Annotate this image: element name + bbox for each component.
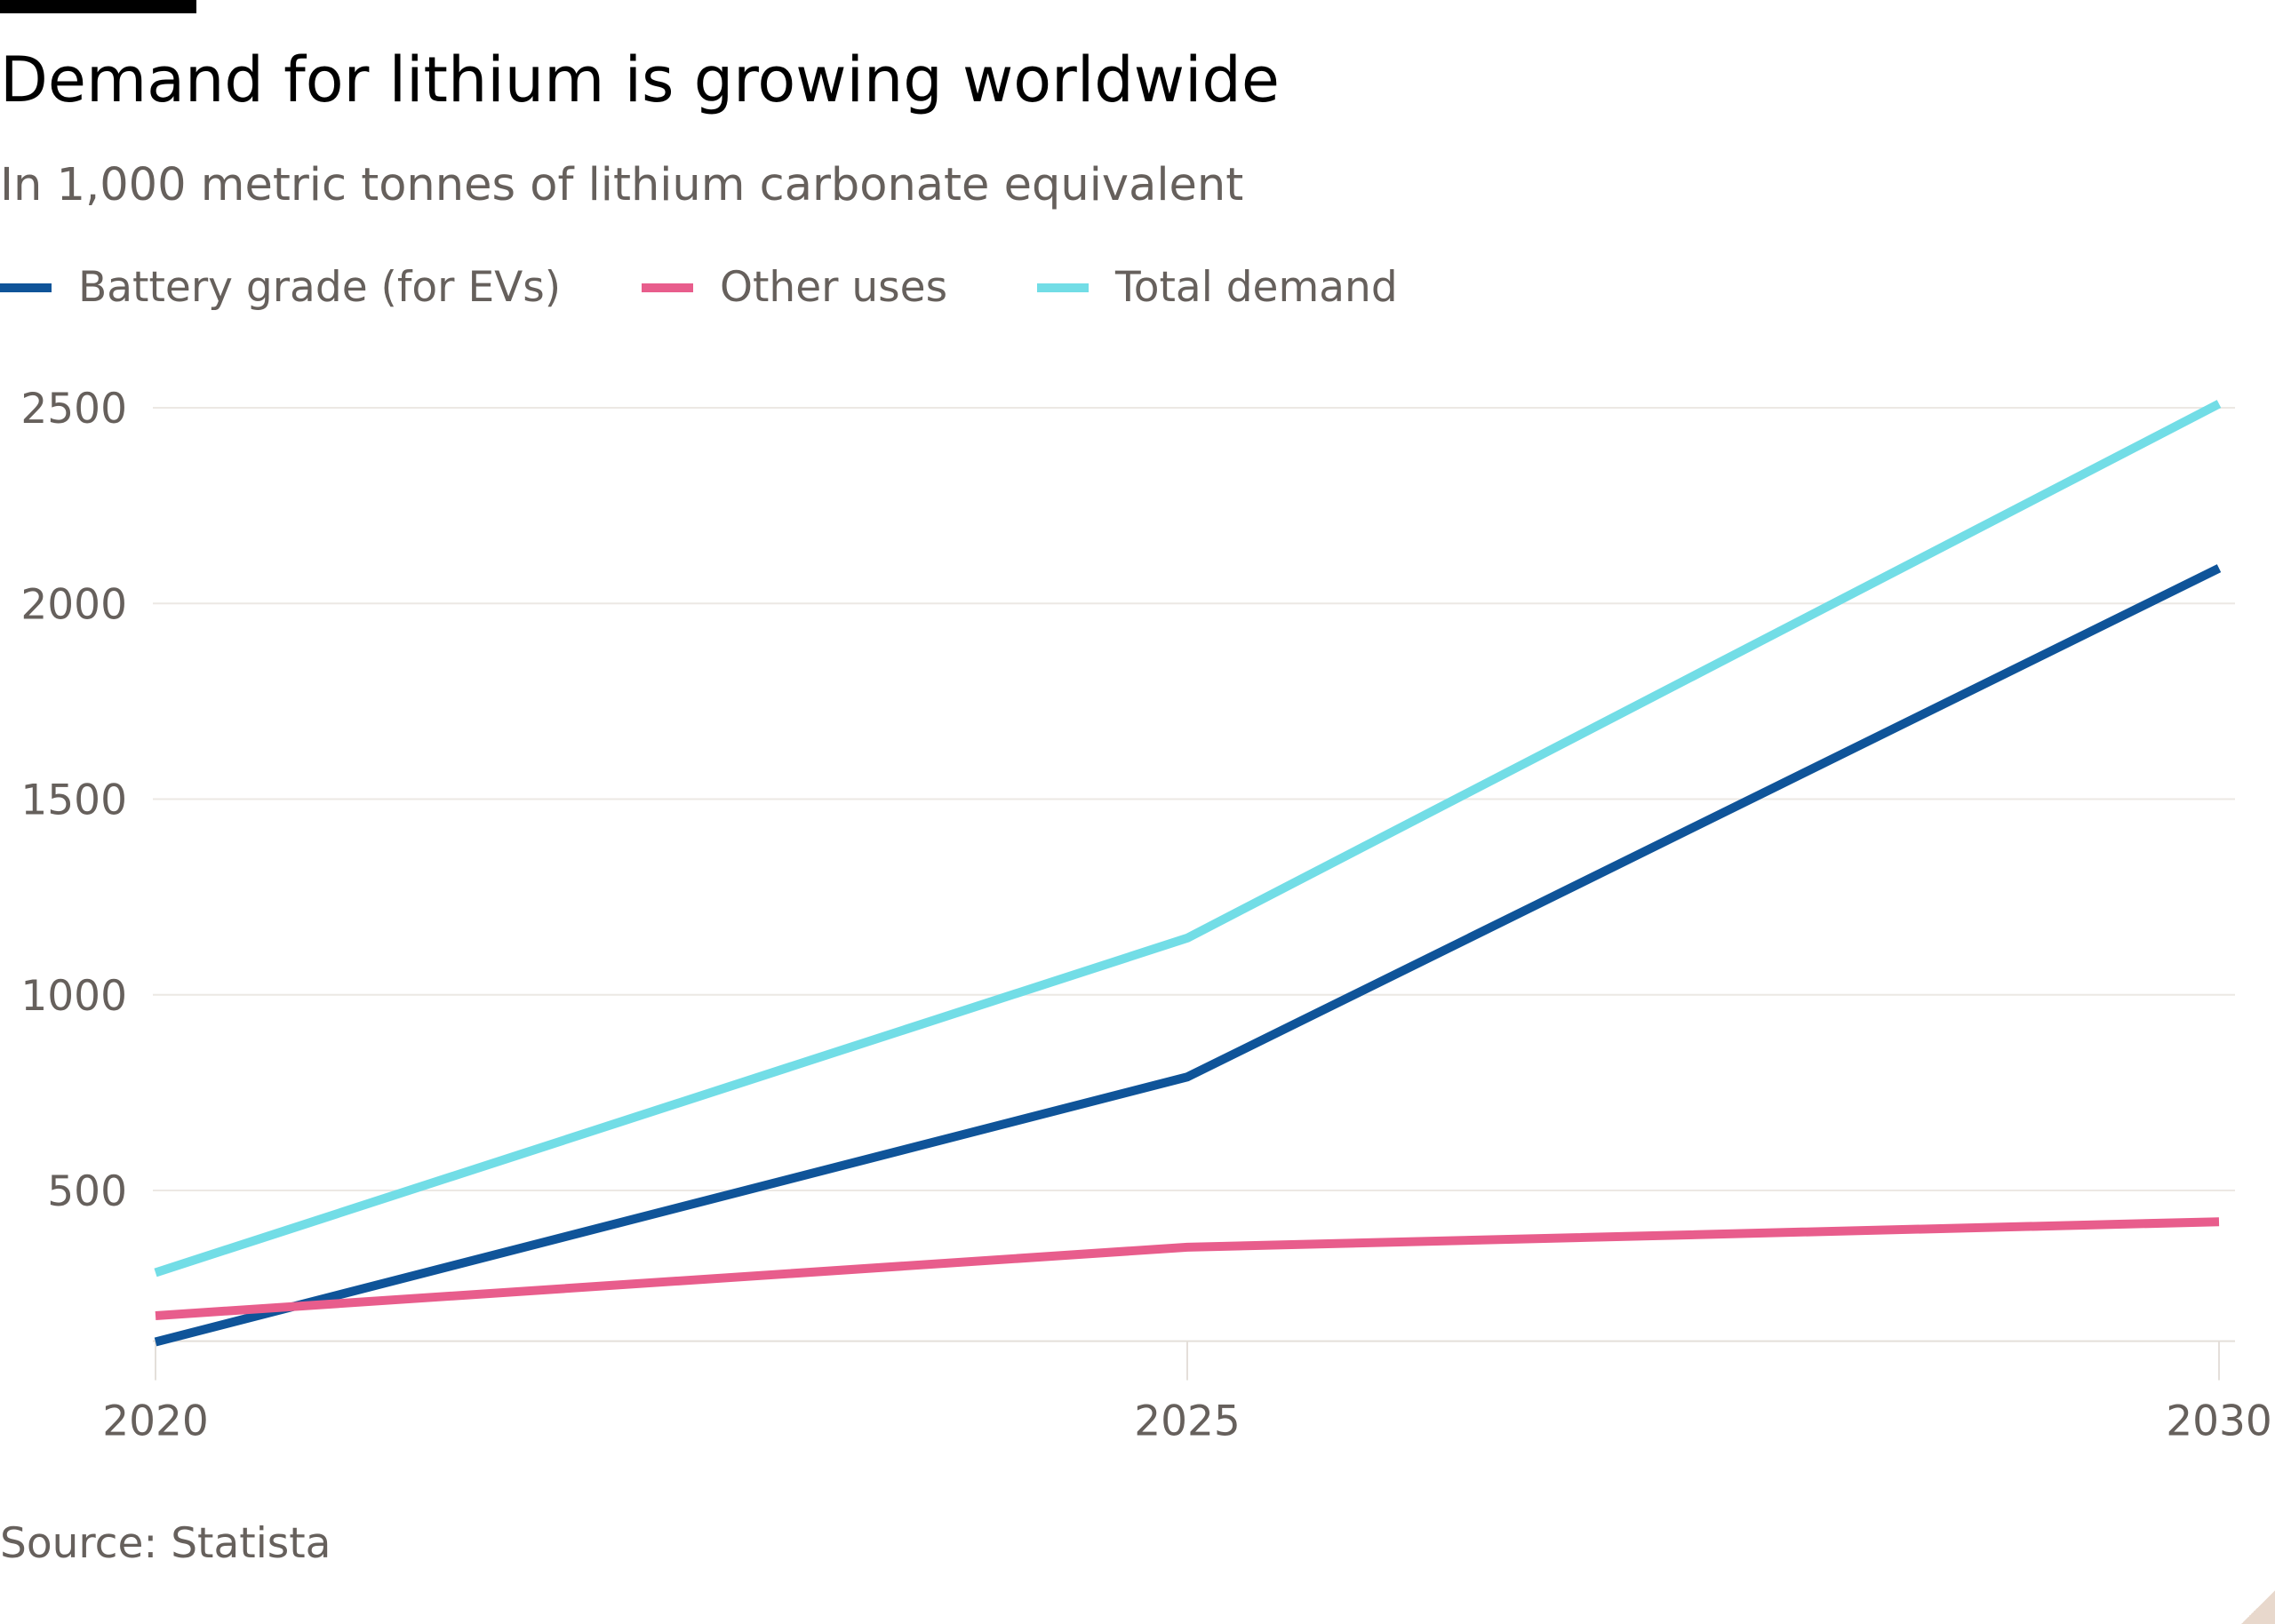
chart-plot-area: 500 1000 1500 2000 2500 2020 2025 2030	[20, 385, 2272, 1446]
corner-fold	[2241, 1590, 2275, 1624]
legend-swatch-battery-grade	[0, 283, 52, 292]
y-tick-label-2000: 2000	[20, 580, 127, 629]
chart-title: Demand for lithium is growing worldwide	[0, 44, 1280, 116]
chart-subtitle: In 1,000 metric tonnes of lithium carbon…	[0, 159, 1244, 211]
x-tick-label-2030: 2030	[2166, 1397, 2272, 1446]
legend-label-other-uses: Other uses	[720, 263, 948, 312]
y-tick-label-1000: 1000	[20, 972, 127, 1021]
x-tick-label-2025: 2025	[1134, 1397, 1241, 1446]
series-line-other-uses	[155, 1217, 2220, 1320]
x-tick-label-2020: 2020	[102, 1397, 209, 1446]
brand-top-bar	[0, 0, 196, 13]
legend-label-total-demand: Total demand	[1115, 263, 1398, 312]
legend-swatch-total-demand	[1037, 283, 1089, 292]
y-tick-label-1500: 1500	[20, 776, 127, 825]
y-tick-label-500: 500	[47, 1167, 127, 1216]
legend-label-battery-grade: Battery grade (for EVs)	[78, 263, 562, 312]
source-note: Source: Statista	[0, 1519, 331, 1568]
series-line-total-demand	[154, 400, 2222, 1278]
y-tick-label-2500: 2500	[20, 385, 127, 434]
legend-swatch-other-uses	[642, 283, 693, 292]
